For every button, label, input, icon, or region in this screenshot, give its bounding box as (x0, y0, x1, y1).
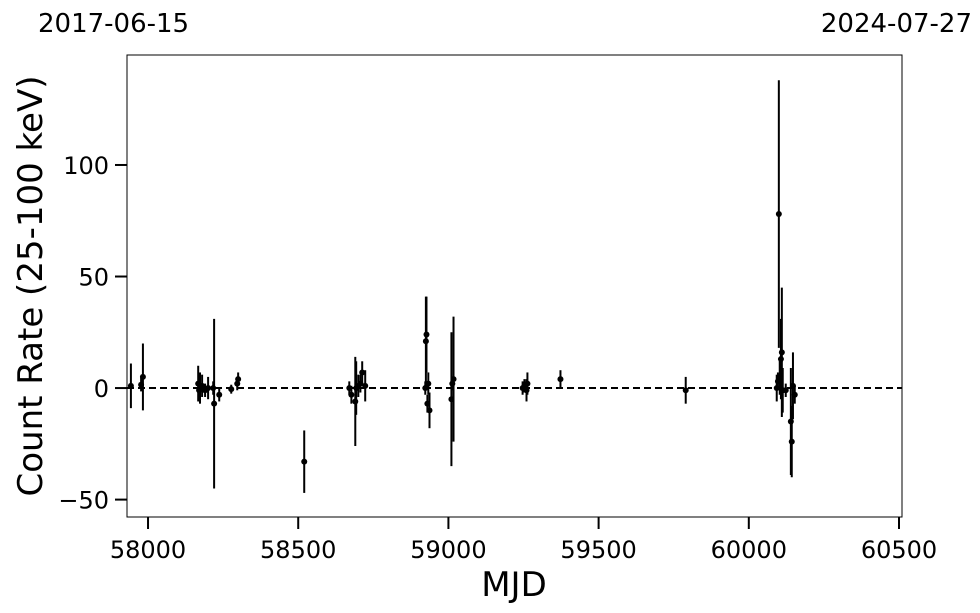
y-axis-label: Count Rate (25-100 keV) (11, 76, 51, 497)
data-point (422, 338, 429, 345)
data-point (426, 407, 433, 414)
data-point (235, 376, 242, 383)
data-point (788, 438, 795, 445)
data-point (199, 382, 206, 389)
data-point (775, 211, 782, 218)
x-tick-label: 59500 (560, 536, 636, 564)
x-axis-label: MJD (481, 565, 547, 605)
start-date: 2017-06-15 (38, 9, 189, 39)
y-tick-label: 100 (63, 152, 109, 180)
x-tick-label: 58500 (260, 536, 336, 564)
y-tick-label: 0 (94, 375, 109, 403)
data-point (301, 458, 308, 465)
data-point (362, 382, 369, 389)
plot-frame (126, 54, 903, 518)
data-point (778, 349, 785, 356)
data-point (450, 376, 457, 383)
data-point (216, 391, 223, 398)
data-point (682, 387, 689, 394)
data-point (139, 373, 146, 380)
x-tick-label: 59000 (410, 536, 486, 564)
x-tick-label: 60500 (861, 536, 937, 564)
data-point (228, 386, 235, 393)
data-point (127, 382, 134, 389)
x-tick-label: 58000 (110, 536, 186, 564)
data-point (425, 380, 432, 387)
data-point (348, 391, 355, 398)
data-point (422, 385, 429, 392)
data-point (524, 380, 531, 387)
end-date: 2024-07-27 (821, 9, 972, 39)
data-point (205, 385, 212, 392)
y-tick-label: 50 (78, 264, 109, 292)
data-point (557, 376, 564, 383)
data-point (782, 387, 789, 394)
data-point (791, 391, 798, 398)
data-point (211, 400, 218, 407)
y-tick-label: −50 (58, 487, 109, 515)
x-tick-label: 60000 (711, 536, 787, 564)
data-point (359, 369, 366, 376)
